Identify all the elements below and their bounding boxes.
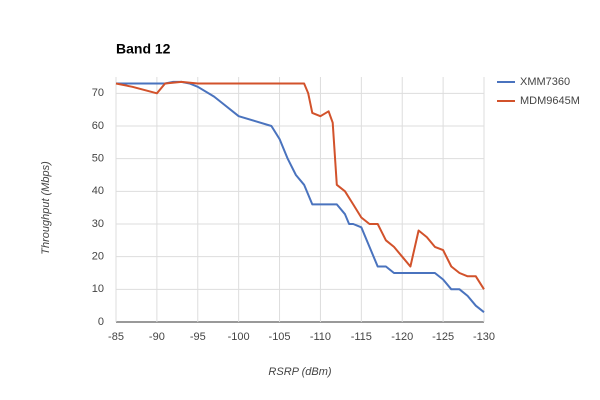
- x-tick-label: -115: [351, 331, 372, 343]
- x-tick-label: -105: [269, 331, 291, 343]
- y-tick-label: 60: [92, 120, 104, 132]
- x-tick-label: -85: [108, 331, 124, 343]
- x-tick-label: -130: [473, 331, 495, 343]
- series-line: [116, 80, 485, 313]
- y-tick-label: 30: [92, 218, 104, 230]
- x-tick-label: -90: [149, 331, 165, 343]
- legend-label: MDM9645M: [520, 95, 580, 107]
- y-tick-label: 20: [92, 251, 104, 263]
- x-tick-label: -125: [432, 331, 454, 343]
- chart-title: Band 12: [116, 41, 171, 57]
- x-axis-label: RSRP (dBm): [268, 366, 331, 378]
- legend-label: XMM7360: [520, 76, 570, 88]
- y-tick-label: 50: [92, 153, 104, 165]
- y-tick-label: 10: [92, 283, 104, 295]
- x-tick-label: -120: [391, 331, 413, 343]
- y-tick-label: 40: [92, 185, 104, 197]
- x-tick-label: -95: [190, 331, 206, 343]
- y-tick-label: 0: [98, 316, 104, 328]
- x-tick-label: -110: [310, 331, 331, 343]
- series-line: [115, 80, 485, 290]
- y-tick-label: 70: [92, 87, 104, 99]
- x-tick-label: -100: [228, 331, 250, 343]
- y-axis-label: Throughput (Mbps): [40, 161, 52, 255]
